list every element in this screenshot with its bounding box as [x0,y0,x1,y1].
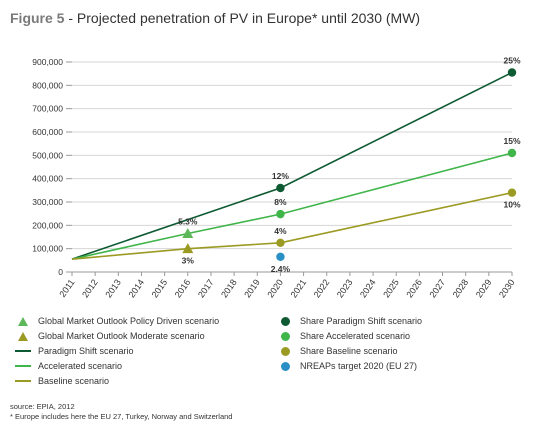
legend-label: Global Market Outlook Policy Driven scen… [38,316,220,326]
data-label: 15% [503,136,520,146]
data-label: 12% [272,171,289,181]
series-line [71,71,513,260]
x-tick-label: 2024 [358,277,378,299]
legend-item: Share Accelerated scenario [276,331,410,341]
circle-marker [507,148,517,158]
x-tick-label: 2018 [219,277,239,299]
region-footnote: * Europe includes here the EU 27, Turkey… [10,412,233,421]
circle-legend-swatch [276,316,294,326]
series-line [71,152,513,260]
triangle-marker [182,243,194,254]
x-tick-label: 2021 [289,277,309,299]
circle-legend-swatch [276,346,294,356]
legend: Global Market Outlook Policy Driven scen… [14,316,529,396]
y-tick-label: 200,000 [32,220,63,230]
legend-item: Share Paradigm Shift scenario [276,316,422,326]
x-tick-label: 2015 [150,277,170,299]
y-tick-label: 300,000 [32,197,63,207]
line-legend-swatch [14,361,32,371]
circle-marker [276,183,285,193]
data-label: 4% [274,226,287,236]
triangle-legend-swatch [14,331,32,341]
footer: source: EPIA, 2012 * Europe includes her… [10,402,232,422]
y-tick-label: 0 [58,267,63,277]
y-tick-label: 400,000 [32,174,63,184]
circle-legend-swatch [276,361,294,371]
circle-marker [276,209,285,219]
legend-label: Share Baseline scenario [300,346,398,356]
x-tick-label: 2022 [312,277,332,299]
circle-marker [276,252,285,262]
triangle-legend-swatch [14,316,32,326]
data-label: 3% [182,256,195,266]
circle-marker [507,188,517,197]
legend-item: Accelerated scenario [14,361,122,371]
y-tick-label: 100,000 [32,244,63,254]
chart-title: Figure 5 - Projected penetration of PV i… [10,10,420,26]
legend-item: NREAPs target 2020 (EU 27) [276,361,417,371]
x-tick-label: 2016 [173,277,193,299]
data-label: 10% [503,200,520,210]
legend-item: Global Market Outlook Moderate scenario [14,331,205,341]
y-tick-label: 900,000 [32,57,63,67]
circle-marker [276,238,285,248]
x-tick-label: 2020 [265,277,285,299]
legend-label: Share Accelerated scenario [300,331,411,341]
series-line [71,191,513,260]
line-legend-swatch [14,346,32,356]
data-label: 2.4% [271,264,291,274]
chart: 0 100,000 200,000 300,000 400,000 500,000 600,… [32,56,521,300]
legend-label: Accelerated scenario [38,361,123,371]
circle-marker [507,68,517,77]
circle-legend-swatch [276,331,294,341]
y-tick-label: 600,000 [32,127,63,137]
x-tick-label: 2026 [404,277,424,299]
legend-item: Paradigm Shift scenario [14,346,134,356]
legend-label: NREAPs target 2020 (EU 27) [300,361,418,371]
legend-item: Baseline scenario [14,376,109,386]
x-tick-label: 2013 [103,277,123,299]
y-tick-label: 700,000 [32,104,63,114]
x-tick-label: 2014 [126,277,146,299]
legend-label: Global Market Outlook Moderate scenario [38,331,205,341]
x-tick-label: 2029 [474,277,494,299]
y-tick-label: 500,000 [32,150,63,160]
line-legend-swatch [14,376,32,386]
legend-label: Share Paradigm Shift scenario [300,316,423,326]
x-tick-label: 2030 [497,277,517,299]
legend-item: Global Market Outlook Policy Driven scen… [14,316,219,326]
x-tick-label: 2025 [381,277,401,299]
title-text: - Projected penetration of PV in Europe*… [64,10,421,26]
y-tick-label: 800,000 [32,80,63,90]
legend-label: Baseline scenario [38,376,110,386]
legend-item: Share Baseline scenario [276,346,398,356]
legend-label: Paradigm Shift scenario [38,346,134,356]
triangle-marker [182,228,194,238]
x-tick-label: 2011 [57,277,76,299]
data-label: 25% [503,56,520,66]
x-tick-label: 2019 [242,277,262,299]
x-tick-label: 2023 [335,277,355,299]
source-note: source: EPIA, 2012 [10,402,75,411]
data-label: 8% [274,197,287,207]
data-label: 5.3% [178,217,198,227]
x-tick-label: 2027 [427,277,447,299]
x-tick-label: 2012 [80,277,100,299]
x-tick-label: 2028 [451,277,471,299]
x-tick-label: 2017 [196,277,216,299]
figure-label: Figure 5 [10,10,65,26]
